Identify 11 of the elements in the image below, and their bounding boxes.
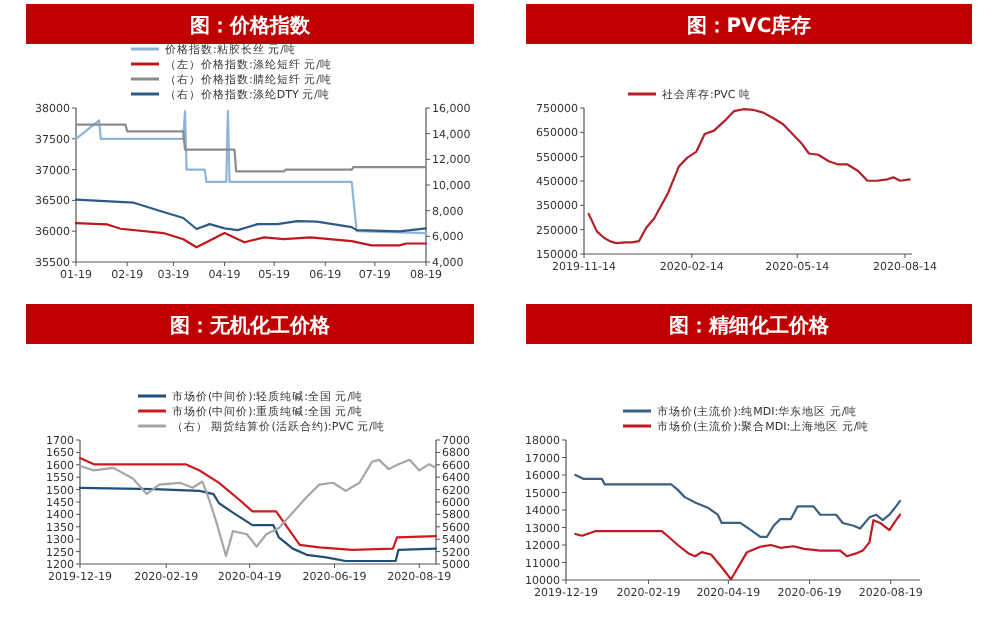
line-series bbox=[74, 198, 428, 233]
chart-title: 图：精细化工价格 bbox=[669, 314, 831, 338]
chart-title: 图：无机化工价格 bbox=[170, 314, 332, 338]
line-series bbox=[587, 108, 911, 245]
line-series bbox=[74, 222, 428, 249]
line-series bbox=[574, 513, 902, 581]
line-series bbox=[574, 473, 902, 538]
line-series bbox=[74, 123, 428, 173]
chart-title: 图：价格指数 bbox=[190, 14, 312, 38]
chart-title: 图：PVC库存 bbox=[686, 14, 812, 38]
line-series bbox=[74, 109, 428, 235]
